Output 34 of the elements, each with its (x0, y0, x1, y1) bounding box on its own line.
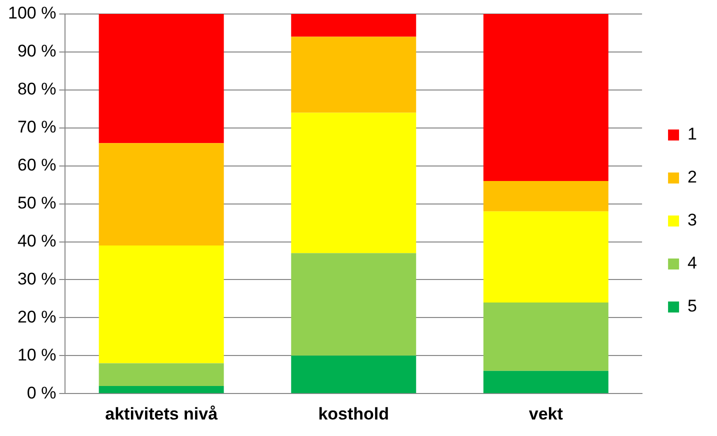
y-tick-label: 30 % (17, 269, 56, 288)
bar (291, 36, 416, 113)
y-tick-label: 10 % (17, 345, 56, 364)
x-tick-label: kosthold (318, 404, 390, 424)
x-tick-label: aktivitets nivå (105, 404, 218, 424)
bar (98, 14, 224, 144)
y-tick-label: 20 % (17, 307, 56, 326)
y-tick-label: 70 % (17, 118, 56, 137)
y-tick-label: 0 % (26, 383, 56, 402)
y-tick-label: 50 % (17, 193, 56, 212)
bar (483, 14, 608, 182)
bar (98, 363, 224, 386)
bar (291, 253, 416, 356)
legend-label: 3 (688, 210, 698, 230)
legend-label: 1 (688, 124, 698, 144)
bar (483, 211, 608, 302)
bar (98, 386, 224, 394)
y-tick-label: 90 % (17, 42, 56, 61)
bar (291, 356, 416, 394)
bar (483, 181, 608, 212)
y-tick-label: 40 % (17, 231, 56, 250)
bar (291, 14, 416, 37)
bar (98, 143, 224, 246)
y-tick-label: 80 % (17, 80, 56, 99)
bar (291, 112, 416, 254)
bar (98, 246, 224, 364)
bar (483, 302, 608, 371)
y-tick-label: 60 % (17, 156, 56, 175)
y-tick-label: 100 % (8, 4, 56, 23)
bar (483, 370, 608, 394)
x-tick-label: vekt (528, 404, 564, 424)
legend-label: 5 (688, 296, 698, 316)
legend-label: 4 (688, 254, 698, 273)
legend-label: 2 (688, 168, 698, 187)
